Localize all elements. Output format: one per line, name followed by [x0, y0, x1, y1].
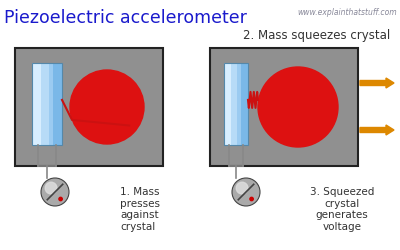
- Circle shape: [59, 197, 62, 201]
- Bar: [224, 63, 248, 145]
- Circle shape: [41, 178, 69, 206]
- Bar: [41, 63, 53, 145]
- Bar: [15, 48, 163, 166]
- Bar: [32, 63, 62, 145]
- Bar: [231, 63, 241, 145]
- FancyArrow shape: [360, 78, 394, 88]
- Bar: [32, 63, 62, 145]
- Circle shape: [232, 178, 260, 206]
- Text: 3. Squeezed
crystal
generates
voltage: 3. Squeezed crystal generates voltage: [310, 187, 374, 232]
- Bar: [224, 63, 248, 145]
- Text: 1. Mass
presses
against
crystal: 1. Mass presses against crystal: [120, 187, 160, 232]
- Bar: [32, 63, 48, 145]
- Text: www.explainthatstuff.com: www.explainthatstuff.com: [297, 8, 397, 17]
- Bar: [210, 48, 358, 166]
- Circle shape: [258, 67, 338, 147]
- Circle shape: [236, 182, 248, 194]
- FancyArrow shape: [360, 125, 394, 135]
- Circle shape: [45, 182, 57, 194]
- Text: Piezoelectric accelerometer: Piezoelectric accelerometer: [4, 9, 247, 27]
- Bar: [224, 63, 237, 145]
- Text: 2. Mass squeezes crystal: 2. Mass squeezes crystal: [243, 29, 390, 42]
- Circle shape: [250, 197, 253, 201]
- Circle shape: [70, 70, 144, 144]
